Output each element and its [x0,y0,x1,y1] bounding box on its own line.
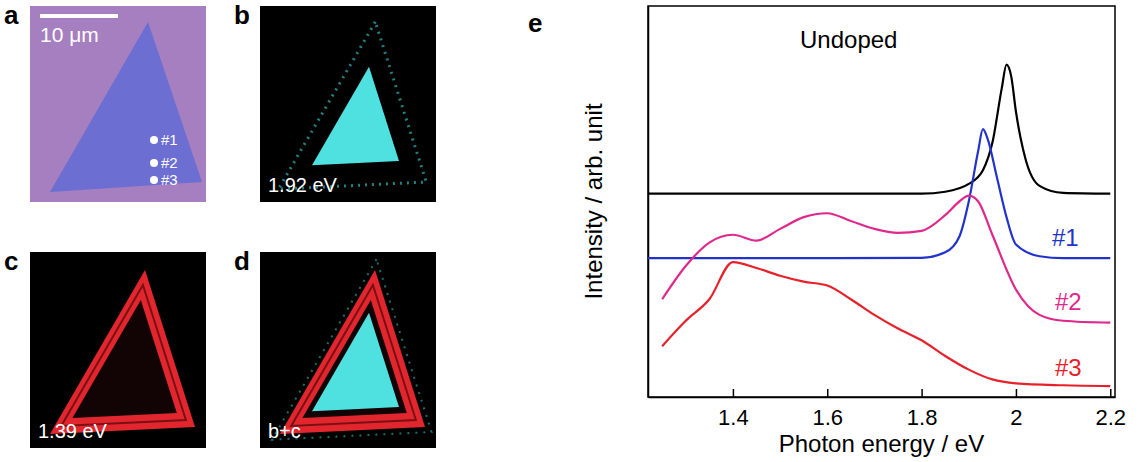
figure: 10 μm#1#2#31.92 eV1.39 eVb+cabcde1.41.61… [0,0,1140,462]
inner-dark [302,300,406,418]
spectrum-line [648,65,1110,194]
spot-label: #1 [161,131,178,148]
x-tick-mark [733,389,735,397]
center-emission [312,313,399,411]
image-background [260,6,436,202]
series-label: #2 [1055,288,1082,315]
x-tick-label: 1.6 [812,405,843,430]
panel-label: 1.92 eV [268,174,338,196]
panel-d: b+c [260,252,436,448]
panel-c: 1.39 eV [30,252,206,448]
series-label: #1 [1052,224,1079,251]
x-axis: 1.4 1.6 1.8 2 2.2 [649,389,1127,430]
inner-dark [72,300,176,418]
x-tick-mark [827,389,829,397]
x-axis-line [649,397,1116,399]
series-label: Undoped [800,26,897,53]
spot-label: #3 [161,171,178,188]
panel-letter: e [528,8,542,38]
panel-a: 10 μm #1 #2#3 [30,6,206,202]
x-tick-mark [1016,389,1018,397]
x-tick: 2 [1010,389,1022,430]
y-axis-title: Intensity / arb. unit [580,103,607,299]
edge-emission [50,270,195,434]
x-tick: 1.6 [812,389,843,430]
x-tick-label: 2.2 [1095,405,1126,430]
x-tick-label: 2 [1010,405,1022,430]
x-tick-label: 1.4 [718,405,749,430]
scale-bar-label: 10 μm [40,23,99,46]
x-tick: 2.2 [1095,389,1126,430]
center-emission [312,67,399,165]
x-tick: 1.8 [907,389,938,430]
series-label: #3 [1055,354,1082,381]
image-background [30,252,206,448]
panel-letter: d [234,246,250,276]
image-background [30,6,206,202]
flake [50,22,202,192]
spot [150,136,158,144]
panel-label: b+c [268,420,301,442]
plot-frame [648,6,1115,397]
spectrum-line [662,262,1110,386]
y-axis [648,7,649,398]
panel-letter: a [4,0,19,30]
x-tick-mark [921,389,923,397]
x-tick-label: 1.8 [907,405,938,430]
spectrum-line [662,196,1110,323]
edge-emission [280,270,425,434]
panel-b: 1.92 eV [260,6,436,202]
faint-edge [278,22,426,189]
plot-area [648,65,1110,386]
x-tick-mark [1110,389,1112,397]
y-axis-line [648,7,650,398]
edge-line [61,285,186,426]
spot [150,159,158,167]
panel-label: 1.39 eV [38,420,108,442]
spot-label: #2 [161,154,178,171]
spot [150,176,158,184]
panel-letter: b [234,0,250,30]
panel-letter: c [4,246,18,276]
x-tick: 1.4 [718,389,749,430]
faint-edge [272,259,432,439]
edge-line [291,285,416,426]
image-background [260,252,436,448]
x-axis-title: Photon energy / eV [779,430,984,457]
scale-bar [40,14,118,18]
